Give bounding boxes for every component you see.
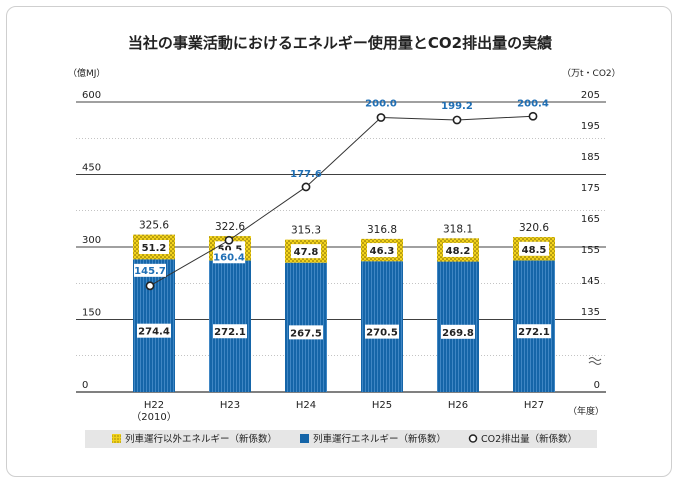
bar-label-box xyxy=(441,324,475,339)
bar-label-box xyxy=(365,324,399,339)
bar-label-box xyxy=(443,242,473,257)
co2-line-series: 145.7 160.4 177.6 200.0 199.2 200.4 xyxy=(134,98,549,291)
right-tick-label: 155 xyxy=(581,245,600,256)
bar-value-label-operation-energy: 270.5 xyxy=(366,328,398,339)
bar-value-label-non-operation-energy: 50.5 xyxy=(218,244,243,255)
legend-swatch-operation-energy xyxy=(300,434,309,443)
bar-value-label-operation-energy: 274.4 xyxy=(138,327,170,338)
legend-marker-co2 xyxy=(468,434,478,443)
right-tick-label: 165 xyxy=(581,214,600,225)
bar-group-H26: 269.8 48.2 318.1 xyxy=(437,223,479,392)
left-tick-label: 450 xyxy=(82,163,101,174)
left-tick-label: 300 xyxy=(82,235,101,246)
bar-value-label-non-operation-energy: 48.2 xyxy=(446,246,471,257)
co2-point xyxy=(224,235,234,245)
bar-total-label: 322.6 xyxy=(215,221,245,233)
co2-value-label: 200.4 xyxy=(517,98,549,109)
legend: 列車運行以外エネルギー（新係数） 列車運行エネルギー（新係数） CO2排出量（新… xyxy=(85,430,597,448)
category-label: H22 xyxy=(144,400,164,411)
category-label: H26 xyxy=(448,400,468,411)
bar-total-label: 316.8 xyxy=(367,224,397,236)
left-tick-label: 0 xyxy=(82,380,88,391)
bar-label-box xyxy=(291,244,321,259)
co2-point xyxy=(145,281,155,291)
co2-label-box xyxy=(213,250,245,264)
category-label: H24 xyxy=(296,400,316,411)
x-axis-unit: （年度） xyxy=(568,405,604,417)
co2-line xyxy=(149,115,534,287)
bar-value-label-operation-energy: 272.1 xyxy=(518,327,550,338)
left-axis-ticks: 600 450 300 150 0 xyxy=(82,90,101,391)
axis-break-mark xyxy=(588,357,602,365)
right-tick-label: 0 xyxy=(594,380,600,391)
bar-group-H25: 270.5 46.3 316.8 xyxy=(361,224,403,392)
right-tick-label: 175 xyxy=(581,183,600,194)
category-label: H27 xyxy=(524,400,544,411)
bar-group-H23: 272.1 50.5 322.6 xyxy=(209,221,251,392)
bar-value-label-non-operation-energy: 46.3 xyxy=(370,246,395,257)
right-tick-label: 195 xyxy=(581,121,600,132)
co2-point xyxy=(452,115,462,125)
bar-total-label: 320.6 xyxy=(519,222,549,234)
right-tick-label: 185 xyxy=(581,152,600,163)
left-tick-label: 150 xyxy=(82,308,101,319)
bar-label-box xyxy=(137,323,171,338)
right-axis-unit: （万t・CO2） xyxy=(562,68,621,79)
co2-value-label: 199.2 xyxy=(441,101,473,112)
bar-value-label-non-operation-energy: 48.5 xyxy=(522,245,547,256)
bar-value-label-non-operation-energy: 47.8 xyxy=(294,247,319,258)
bar-label-box xyxy=(367,243,397,258)
category-label: H23 xyxy=(220,400,240,411)
left-axis-unit: （億MJ） xyxy=(68,67,105,79)
legend-swatch-non-operation-energy xyxy=(112,434,121,443)
legend-label-non-operation-energy: 列車運行以外エネルギー（新係数） xyxy=(125,433,277,445)
bar-label-box xyxy=(213,324,247,339)
bar-label-box xyxy=(289,325,323,340)
co2-value-label: 177.6 xyxy=(290,169,322,180)
category-label: H25 xyxy=(372,400,392,411)
bar-label-box xyxy=(517,324,551,339)
co2-point xyxy=(301,182,311,192)
left-tick-label: 600 xyxy=(82,90,101,101)
right-tick-label: 135 xyxy=(581,307,600,318)
legend-label-operation-energy: 列車運行エネルギー（新係数） xyxy=(313,433,446,445)
bar-total-label: 318.1 xyxy=(443,223,473,235)
bar-group-H24: 267.5 47.8 315.3 xyxy=(285,225,327,392)
bar-group-H22: 274.4 51.2 325.6 xyxy=(133,220,175,392)
co2-point xyxy=(528,111,538,121)
chart-title: 当社の事業活動におけるエネルギー使用量とCO2排出量の実績 xyxy=(128,34,552,52)
co2-value-label: 200.0 xyxy=(365,99,397,110)
co2-value-label: 160.4 xyxy=(213,252,245,263)
bar-group-H27: 272.1 48.5 320.6 xyxy=(513,222,555,392)
category-labels: H22（2010） H23 H24 H25 H26 H27 xyxy=(131,400,544,423)
bar-total-label: 325.6 xyxy=(139,220,169,232)
bar-value-label-non-operation-energy: 51.2 xyxy=(142,243,167,254)
bar-value-label-operation-energy: 269.8 xyxy=(442,328,474,339)
chart-frame xyxy=(6,6,672,477)
legend-background xyxy=(85,430,597,448)
bar-value-label-operation-energy: 272.1 xyxy=(214,327,246,338)
bar-label-box xyxy=(519,241,549,256)
bar-label-box xyxy=(139,240,169,254)
category-sublabel: （2010） xyxy=(131,411,176,423)
stacked-bars: 274.4 51.2 325.6 272.1 50.5 322.6 267.5 47.8 315… xyxy=(133,220,555,392)
bar-value-label-operation-energy: 267.5 xyxy=(290,328,322,339)
co2-value-label: 145.7 xyxy=(134,266,166,277)
co2-label-box xyxy=(134,263,166,277)
right-axis-ticks: 205 195 185 175 165 155 145 135 0 xyxy=(581,90,600,391)
right-tick-label: 145 xyxy=(581,276,600,287)
right-tick-label: 205 xyxy=(581,90,600,101)
legend-label-co2: CO2排出量（新係数） xyxy=(481,433,577,445)
co2-point xyxy=(376,113,386,122)
bar-total-label: 315.3 xyxy=(291,225,321,237)
